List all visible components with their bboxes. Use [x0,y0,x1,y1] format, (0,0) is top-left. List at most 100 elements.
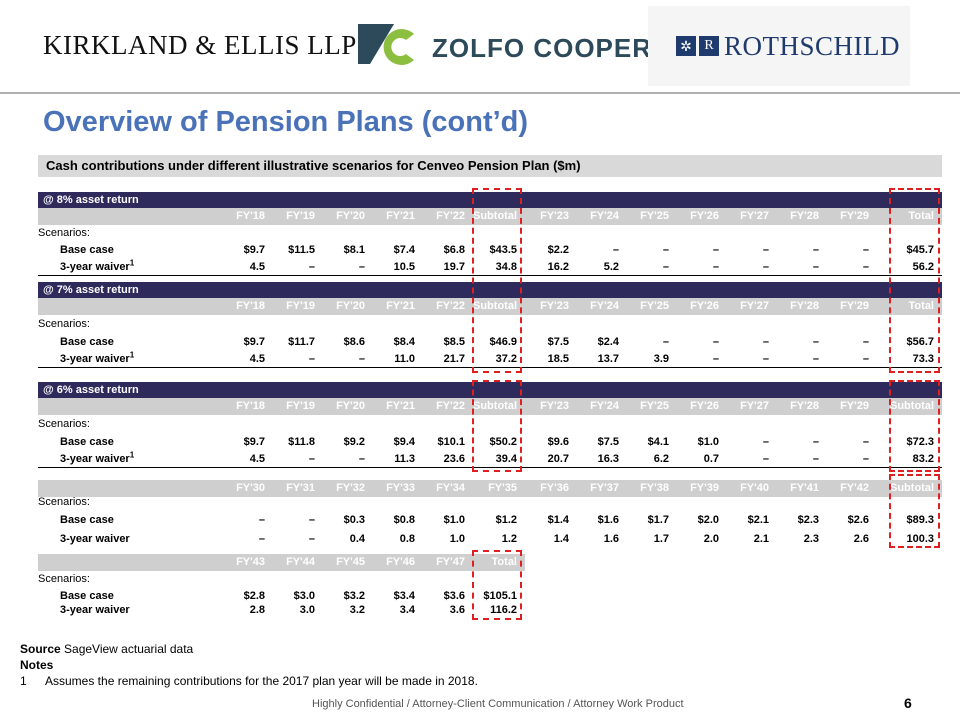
table-cell: – [762,436,769,448]
table-cell: – [258,533,265,545]
column-header: Subtotal [890,482,934,494]
column-header: FY'25 [640,300,669,312]
footnote-text: Assumes the remaining contributions for … [45,674,478,688]
column-header: FY'44 [286,556,315,568]
table-cell: 11.0 [394,353,415,365]
row-label-text: 3-year waiver [60,453,130,465]
footnote-marker: 1 [129,258,135,268]
column-header: FY'38 [640,482,669,494]
table-cell: $8.5 [443,336,465,348]
table-cell: 0.4 [349,533,365,545]
column-header: FY'29 [840,210,869,222]
table-cell: 3.6 [449,604,465,616]
column-header: FY'32 [336,482,365,494]
row-label: Base case [60,512,114,529]
table-cell: – [862,336,869,348]
column-header: FY'28 [790,300,819,312]
scenarios-label: Scenarios: [38,418,90,430]
zolfo-cooper-logo: ZOLFO COOPER [432,33,652,63]
logo-bar: KIRKLAND & ELLIS LLP ZOLFO COOPER ✲ R RO… [0,0,960,90]
column-header-row: FY'18 FY'19 FY'20 FY'21 FY'22 Subtotal FY'23 FY… [38,208,942,225]
table-cell: 16.2 [547,261,569,273]
table-cell: $9.7 [243,436,265,448]
column-header: FY'42 [840,482,869,494]
column-header-row: FY'18 FY'19 FY'20 FY'21 FY'22 Subtotal FY'23 FY… [38,398,942,415]
column-header: FY'27 [740,400,769,412]
source-label: Source [20,642,61,656]
column-header: FY'19 [286,300,315,312]
asset-return-band: @ 8% asset return [38,192,942,209]
column-header: Subtotal [473,300,517,312]
row-label-text: Base case [60,514,114,526]
table-cell: – [762,244,769,256]
column-header: FY'27 [740,300,769,312]
table-cell: 34.8 [495,261,517,273]
table-cell: $0.8 [393,514,415,526]
table-cell: $3.4 [393,590,415,602]
column-header: FY'21 [386,400,415,412]
table-cell: – [712,336,719,348]
table-cell: – [712,261,719,273]
column-header: FY'24 [590,300,619,312]
table-cell: $50.2 [489,436,517,448]
table-cell: 6.2 [653,453,669,465]
footnote-number: 1 [20,674,27,688]
column-header: FY'25 [640,210,669,222]
column-header: FY'19 [286,210,315,222]
column-header: FY'22 [436,210,465,222]
table-cell: $46.9 [489,336,517,348]
table-cell: $7.4 [393,244,415,256]
row-label-text: 3-year waiver [60,604,130,616]
table-cell: – [308,514,315,526]
column-header: FY'26 [690,300,719,312]
column-header: FY'30 [236,482,265,494]
table-cell: 2.6 [853,533,869,545]
table-cell: $11.7 [288,336,315,348]
table-cell: $2.1 [747,514,769,526]
scenarios-row: Scenarios: [38,225,942,242]
table-cell: 4.5 [249,453,265,465]
page-title: Overview of Pension Plans (cont’d) [43,106,529,138]
column-header: FY'24 [590,210,619,222]
scenarios-label: Scenarios: [38,227,90,239]
column-header: FY'23 [540,210,569,222]
table-cell: $8.4 [393,336,415,348]
table-cell: $2.8 [243,590,265,602]
row-label: 3-year waiver [60,602,130,619]
column-header: FY'18 [236,210,265,222]
rothschild-r-icon: R [699,36,719,56]
table-cell: 1.6 [603,533,619,545]
waiver-row: 3-year waiver 2.8 3.0 3.2 3.4 3.6 116.2 [38,602,942,619]
table-cell: – [862,353,869,365]
column-header: Subtotal [473,400,517,412]
rothschild-emblem-icon: ✲ [676,36,696,56]
row-label-text: 3-year waiver [60,261,130,273]
table-cell: – [862,261,869,273]
table-cell: $3.2 [343,590,365,602]
column-header: FY'33 [386,482,415,494]
footnote-1: 1 Assumes the remaining contributions for… [20,674,478,688]
column-header: FY'20 [336,210,365,222]
table-cell: $1.4 [547,514,569,526]
table-cell: 19.7 [443,261,465,273]
table-cell: $45.7 [906,244,934,256]
table-cell: $10.1 [437,436,465,448]
table-cell: $1.0 [443,514,465,526]
table-cell: $0.3 [343,514,365,526]
scenarios-row: Scenarios: [38,571,942,588]
row-label-text: Base case [60,244,114,256]
row-label-text: 3-year waiver [60,353,130,365]
row-underline [38,467,942,468]
column-header: Subtotal [890,400,934,412]
table-cell: $9.4 [393,436,415,448]
column-header: FY'36 [540,482,569,494]
table-cell: $9.7 [243,336,265,348]
column-header: Total [908,210,934,222]
table-cell: 3.4 [399,604,415,616]
subtotal-highlight-box [889,474,940,548]
table-cell: $9.2 [343,436,365,448]
asset-return-band: @ 7% asset return [38,282,942,299]
table-cell: $6.8 [443,244,465,256]
table-cell: $3.0 [293,590,315,602]
table-cell: $1.7 [647,514,669,526]
